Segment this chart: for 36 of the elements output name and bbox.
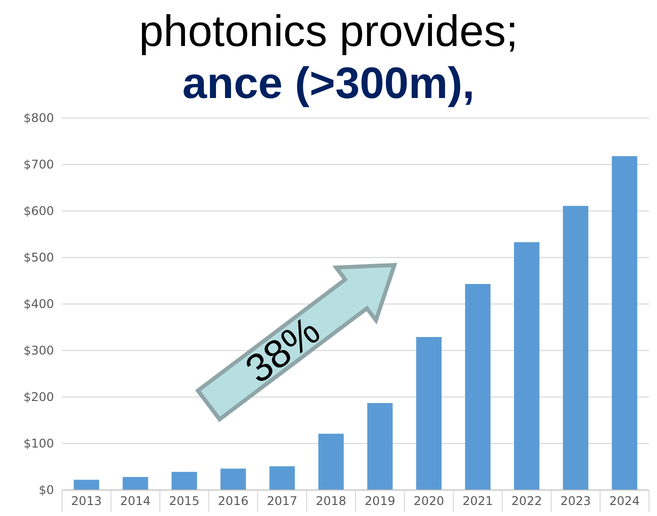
x-tick-label: 2017 xyxy=(266,494,298,508)
bar xyxy=(612,156,638,490)
y-tick-label: $400 xyxy=(23,297,54,312)
annotation: 38% xyxy=(238,308,328,392)
x-tick-label: 2023 xyxy=(560,494,591,508)
bar xyxy=(269,466,295,490)
x-tick-label: 2014 xyxy=(120,494,151,508)
y-tick-label: $700 xyxy=(23,158,54,172)
y-tick-label: $600 xyxy=(23,204,54,218)
x-tick-label: 2020 xyxy=(414,494,444,508)
x-tick-label: 2018 xyxy=(316,494,346,508)
x-tick-label: 2015 xyxy=(169,494,200,508)
bar xyxy=(562,206,588,490)
y-tick-label: $500 xyxy=(23,250,54,265)
bar xyxy=(318,434,344,490)
x-tick-label: 2013 xyxy=(71,494,102,508)
x-tick-label: 2024 xyxy=(609,494,640,508)
y-tick-label: $300 xyxy=(23,344,54,358)
chart-subtitle: ance (>300m), xyxy=(182,59,475,108)
bar xyxy=(416,337,442,490)
bar xyxy=(74,480,100,490)
x-tick-label: 2019 xyxy=(364,494,396,508)
x-tick-label: 2016 xyxy=(218,494,248,508)
bar xyxy=(465,284,491,490)
bar xyxy=(220,468,246,490)
y-tick-label: $800 xyxy=(23,111,54,126)
y-tick-label: $200 xyxy=(23,390,54,404)
bar xyxy=(514,242,540,490)
bar xyxy=(122,476,148,490)
bar xyxy=(172,472,198,490)
x-tick-label: 2021 xyxy=(462,494,494,508)
chart-title: photonics provides; xyxy=(138,7,518,56)
bar xyxy=(367,403,393,490)
x-tick-label: 2022 xyxy=(511,494,542,508)
y-tick-label: $0 xyxy=(38,483,54,498)
y-tick-label: $100 xyxy=(23,436,54,451)
